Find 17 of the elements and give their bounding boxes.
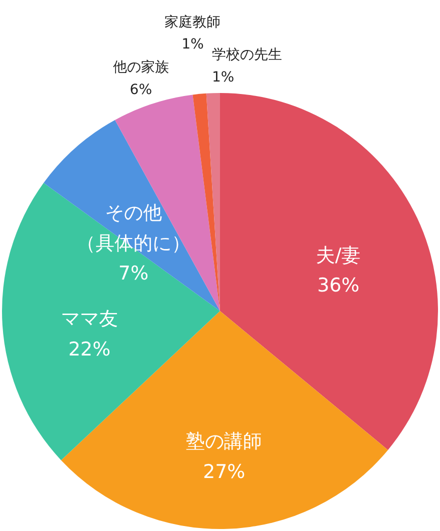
slice-label: 他の家族 — [112, 60, 169, 76]
data-label: 36% — [317, 274, 360, 297]
data-label: 1% — [182, 36, 204, 53]
slice-label: 学校の先生 — [212, 47, 282, 64]
pie-slice — [192, 93, 220, 311]
data-label: 6% — [130, 82, 152, 98]
slice-label: ママ友 — [60, 308, 118, 330]
slice-label: 家庭教師 — [164, 14, 221, 30]
slice-label: 塾の講師 — [186, 430, 262, 453]
slice-label: その他（具体的に） — [76, 202, 190, 254]
slice-label: 夫/妻 — [316, 244, 361, 266]
data-label: 1% — [212, 70, 234, 86]
pie-slice — [61, 311, 388, 529]
data-label: 7% — [118, 262, 149, 285]
data-label: 22% — [68, 338, 111, 361]
data-label: 27% — [202, 461, 246, 484]
pie-slice — [44, 120, 220, 311]
